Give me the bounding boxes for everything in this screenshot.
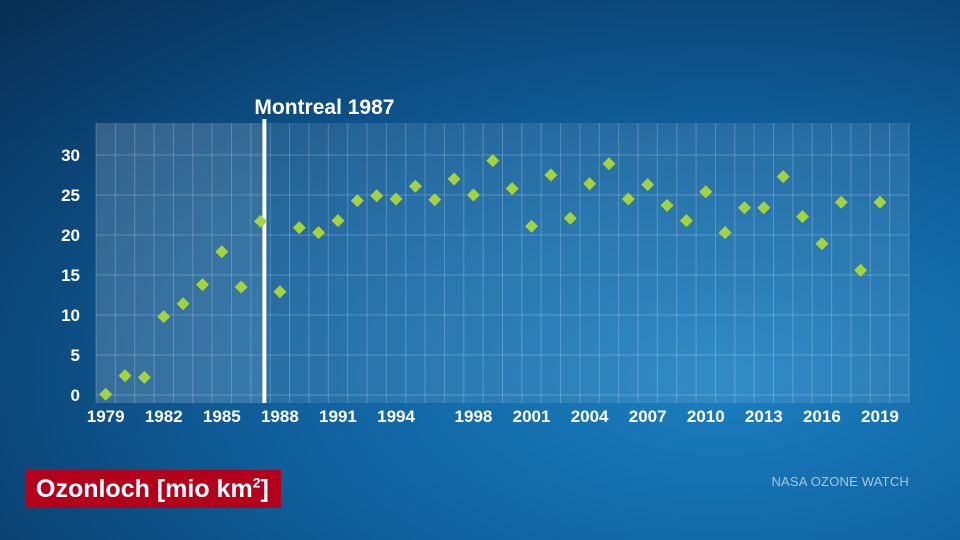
x-tick-label: 1982 <box>145 407 183 426</box>
data-point <box>408 179 422 193</box>
x-tick-label: 1988 <box>261 407 299 426</box>
data-point <box>815 237 829 251</box>
y-tick-label: 5 <box>71 346 80 365</box>
data-point <box>331 214 345 228</box>
data-point <box>234 280 248 294</box>
x-tick-label: 1991 <box>319 407 357 426</box>
x-tick-label: 2019 <box>861 407 899 426</box>
data-point <box>737 201 751 215</box>
montreal-annotation-label: Montreal 1987 <box>254 96 394 119</box>
data-point <box>525 219 539 233</box>
x-tick-label: 1998 <box>455 407 493 426</box>
data-point <box>486 154 500 168</box>
data-point <box>563 211 577 225</box>
data-point <box>350 194 364 208</box>
data-point <box>137 370 151 384</box>
x-tick-label: 2010 <box>687 407 725 426</box>
y-tick-label: 25 <box>61 186 80 205</box>
data-point <box>621 192 635 206</box>
data-point <box>428 193 442 207</box>
data-point <box>544 168 558 182</box>
x-tick-label: 1985 <box>203 407 241 426</box>
data-point <box>176 297 190 311</box>
data-point <box>641 178 655 192</box>
x-tick-label: 2016 <box>803 407 841 426</box>
data-point <box>718 226 732 240</box>
data-point <box>583 177 597 191</box>
data-point <box>215 245 229 259</box>
data-point <box>679 214 693 228</box>
data-point <box>834 195 848 209</box>
x-tick-label: 1979 <box>87 407 125 426</box>
data-point <box>254 214 268 228</box>
data-point <box>370 189 384 203</box>
x-tick-label: 2007 <box>629 407 667 426</box>
data-point <box>292 221 306 235</box>
data-point <box>195 278 209 292</box>
data-point <box>796 210 810 224</box>
y-tick-label: 15 <box>61 266 80 285</box>
y-tick-label: 0 <box>71 386 80 405</box>
data-point <box>854 263 868 277</box>
data-point <box>660 198 674 212</box>
y-tick-label: 20 <box>61 226 80 245</box>
chart-title: Ozonloch [mio km2] <box>26 470 281 508</box>
source-credit: NASA OZONE WATCH <box>771 474 909 489</box>
data-point <box>699 185 713 199</box>
y-tick-label: 10 <box>61 306 80 325</box>
data-point <box>273 285 287 299</box>
plot-area <box>96 123 909 403</box>
data-point <box>447 172 461 186</box>
pre-agreement-shade <box>96 123 265 403</box>
data-point <box>505 182 519 196</box>
x-tick-label: 1994 <box>377 407 415 426</box>
data-point <box>157 310 171 324</box>
y-tick-label: 30 <box>61 146 80 165</box>
data-point <box>602 157 616 171</box>
data-point <box>757 201 771 215</box>
data-point <box>466 188 480 202</box>
data-point <box>312 226 326 240</box>
chart-title-superscript: 2 <box>252 474 261 491</box>
data-point <box>389 192 403 206</box>
x-tick-label: 2001 <box>513 407 551 426</box>
x-tick-label: 2004 <box>571 407 609 426</box>
chart-title-suffix: ] <box>260 475 269 503</box>
data-point <box>776 170 790 184</box>
data-point <box>99 387 113 401</box>
data-point <box>118 369 132 383</box>
chart-title-text: Ozonloch [mio km <box>36 475 253 503</box>
x-tick-label: 2013 <box>745 407 783 426</box>
data-point <box>873 195 887 209</box>
